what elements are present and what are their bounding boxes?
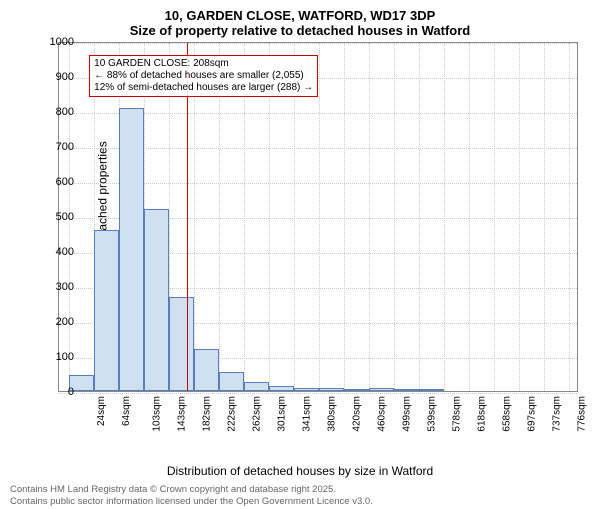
xtick-label: 658sqm <box>501 396 512 432</box>
histogram-bar <box>419 389 444 391</box>
histogram-bar <box>219 372 244 391</box>
ytick-label: 800 <box>56 106 74 118</box>
histogram-bar <box>394 389 419 391</box>
footer-line1: Contains HM Land Registry data © Crown c… <box>10 484 590 496</box>
xtick-label: 341sqm <box>302 396 313 432</box>
footer-line2: Contains public sector information licen… <box>10 496 590 508</box>
gridline-v <box>319 43 320 391</box>
ytick-label: 0 <box>68 386 74 398</box>
xtick-label: 301sqm <box>277 396 288 432</box>
xtick-label: 578sqm <box>451 396 462 432</box>
ytick-label: 300 <box>56 281 74 293</box>
gridline-v <box>344 43 345 391</box>
xtick-label: 420sqm <box>352 396 363 432</box>
ytick-label: 500 <box>56 211 74 223</box>
xtick-label: 182sqm <box>202 396 213 432</box>
histogram-bar <box>94 230 119 391</box>
chart-area: Number of detached properties 10 GARDEN … <box>58 42 598 422</box>
marker-annotation-line: 12% of semi-detached houses are larger (… <box>94 82 313 94</box>
xtick-label: 618sqm <box>476 396 487 432</box>
xtick-label: 380sqm <box>327 396 338 432</box>
histogram-bar <box>269 386 294 391</box>
ytick-label: 700 <box>56 141 74 153</box>
gridline-h <box>59 393 577 394</box>
gridline-h <box>59 43 577 44</box>
footer: Contains HM Land Registry data © Crown c… <box>10 484 590 509</box>
histogram-bar <box>194 349 219 391</box>
ytick-label: 1000 <box>50 36 74 48</box>
histogram-bar <box>319 388 344 391</box>
ytick-label: 200 <box>56 316 74 328</box>
xtick-label: 24sqm <box>96 396 107 426</box>
marker-annotation: 10 GARDEN CLOSE: 208sqm← 88% of detached… <box>89 55 318 97</box>
gridline-v <box>444 43 445 391</box>
x-axis-label: Distribution of detached houses by size … <box>10 464 590 478</box>
xtick-label: 262sqm <box>252 396 263 432</box>
xtick-label: 697sqm <box>526 396 537 432</box>
xtick-label: 222sqm <box>227 396 238 432</box>
ytick-label: 100 <box>56 351 74 363</box>
ytick-label: 400 <box>56 246 74 258</box>
gridline-v <box>469 43 470 391</box>
ytick-label: 600 <box>56 176 74 188</box>
histogram-bar <box>344 389 369 391</box>
histogram-bar <box>294 388 319 392</box>
title-line2: Size of property relative to detached ho… <box>10 23 590 38</box>
xtick-label: 776sqm <box>576 396 587 432</box>
ytick-label: 900 <box>56 71 74 83</box>
gridline-v <box>394 43 395 391</box>
plot-region: 10 GARDEN CLOSE: 208sqm← 88% of detached… <box>58 42 578 392</box>
gridline-v <box>419 43 420 391</box>
histogram-bar <box>144 209 169 391</box>
xtick-label: 539sqm <box>426 396 437 432</box>
marker-annotation-line: 10 GARDEN CLOSE: 208sqm <box>94 58 313 70</box>
histogram-bar <box>369 388 394 391</box>
histogram-bar <box>169 297 194 392</box>
marker-annotation-line: ← 88% of detached houses are smaller (2,… <box>94 70 313 82</box>
gridline-v <box>544 43 545 391</box>
xtick-label: 64sqm <box>121 396 132 426</box>
gridline-v <box>369 43 370 391</box>
gridline-v <box>569 43 570 391</box>
gridline-v <box>494 43 495 391</box>
xtick-label: 460sqm <box>377 396 388 432</box>
xtick-label: 103sqm <box>152 396 163 432</box>
gridline-v <box>519 43 520 391</box>
chart-container: 10, GARDEN CLOSE, WATFORD, WD17 3DP Size… <box>0 0 600 500</box>
histogram-bar <box>119 108 144 392</box>
histogram-bar <box>244 382 269 391</box>
xtick-label: 499sqm <box>401 396 412 432</box>
xtick-label: 143sqm <box>177 396 188 432</box>
title-line1: 10, GARDEN CLOSE, WATFORD, WD17 3DP <box>10 8 590 23</box>
xtick-label: 737sqm <box>551 396 562 432</box>
